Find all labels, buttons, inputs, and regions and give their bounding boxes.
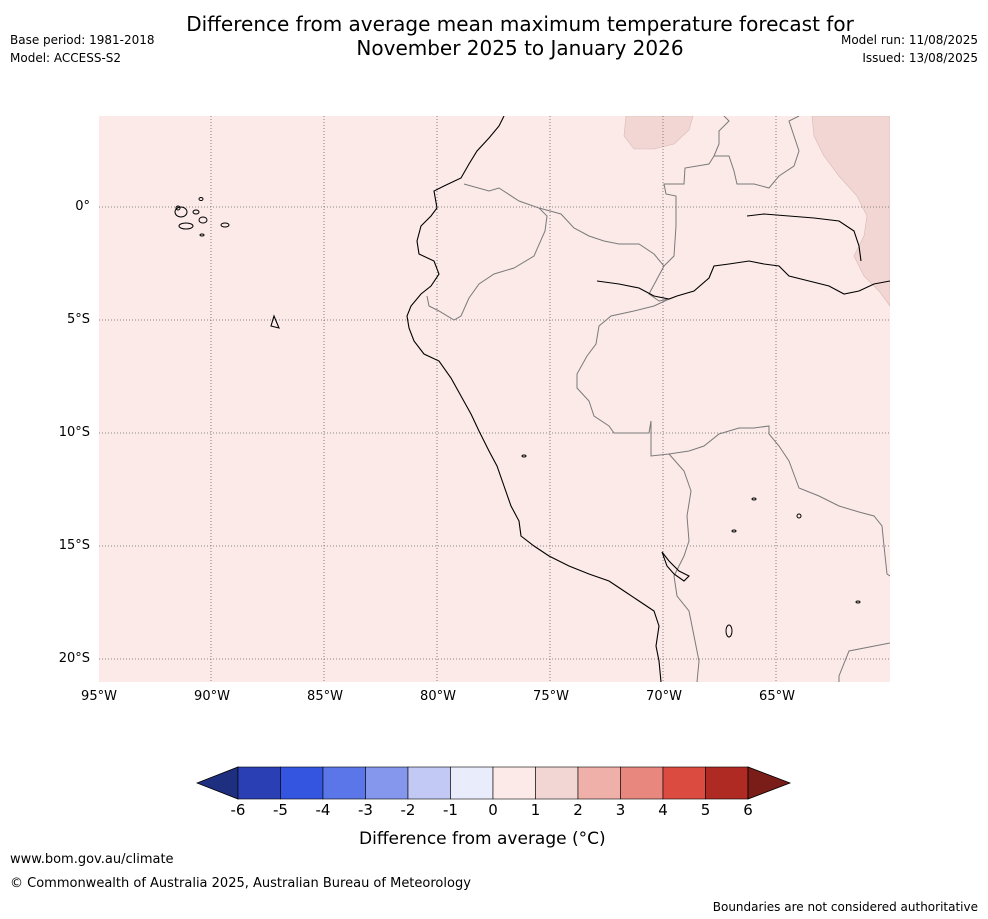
- base-period: Base period: 1981-2018: [10, 33, 155, 47]
- footer-disclaimer: Boundaries are not considered authoritat…: [712, 900, 978, 914]
- colorbar-cell: [322, 766, 366, 800]
- footer-copyright: © Commonwealth of Australia 2025, Austra…: [10, 876, 471, 891]
- colorbar-extend-high: [747, 766, 792, 800]
- lat-label: 20°S: [58, 651, 90, 666]
- gridlines: [99, 116, 890, 682]
- colorbar-tick-label: -5: [273, 801, 288, 819]
- colorbar-tick-label: 2: [573, 801, 583, 819]
- colorbar-tick-label: 1: [530, 801, 541, 819]
- meta-right: Model run: 11/08/2025 Issued: 13/08/2025: [841, 31, 978, 67]
- lon-label: 90°W: [194, 689, 230, 704]
- anomaly-background: [99, 116, 890, 682]
- lat-label: 15°S: [58, 538, 90, 553]
- model-name: Model: ACCESS-S2: [10, 51, 122, 65]
- warmer-patch: [623, 116, 694, 150]
- footer-url: www.bom.gov.au/climate: [10, 852, 174, 867]
- lat-label: 0°: [75, 199, 90, 214]
- colorbar-cell: [620, 766, 664, 800]
- colorbar-cell: [450, 766, 494, 800]
- chart-title: Difference from average mean maximum tem…: [140, 12, 900, 60]
- country-borders: [426, 116, 890, 682]
- colorbar-label: Difference from average (°C): [359, 829, 606, 849]
- colorbar-cell: [577, 766, 621, 800]
- colorbar-cell: [237, 766, 281, 800]
- colorbar: [196, 766, 792, 800]
- colorbar-tick-label: -6: [230, 801, 246, 819]
- lon-label: 70°W: [646, 689, 682, 704]
- colorbar-tick-label: 3: [615, 801, 626, 819]
- forecast-map: [99, 116, 890, 682]
- colorbar-tick-label: 5: [700, 801, 711, 819]
- colorbar-tick-label: -3: [358, 801, 373, 819]
- title-line-1: Difference from average mean maximum tem…: [186, 12, 854, 36]
- colorbar-tick-label: -1: [443, 801, 458, 819]
- issued-date: Issued: 13/08/2025: [862, 51, 978, 65]
- meta-left: Base period: 1981-2018 Model: ACCESS-S2: [10, 31, 155, 67]
- lat-label: 10°S: [58, 425, 90, 440]
- colorbar-cell: [662, 766, 706, 800]
- colorbar-cell: [280, 766, 324, 800]
- colorbar-cell: [705, 766, 749, 800]
- galapagos-islands: [174, 197, 230, 237]
- model-run: Model run: 11/08/2025: [840, 33, 978, 47]
- warmer-patch: [811, 116, 890, 307]
- colorbar-cell: [492, 766, 536, 800]
- lat-label: 5°S: [66, 312, 90, 327]
- lakes: [521, 454, 861, 638]
- colorbar-tick-label: 6: [743, 801, 753, 819]
- lon-label: 65°W: [759, 689, 795, 704]
- lon-label: 85°W: [307, 689, 343, 704]
- colorbar-tick-label: 4: [658, 801, 668, 819]
- colorbar-cell: [407, 766, 451, 800]
- coastline: [270, 116, 890, 682]
- title-line-2: November 2025 to January 2026: [356, 36, 684, 60]
- colorbar-tick-label: 0: [488, 801, 498, 819]
- colorbar-cell: [535, 766, 579, 800]
- colorbar-extend-low: [196, 766, 239, 800]
- colorbar-tick-label: -4: [315, 801, 331, 819]
- lon-label: 95°W: [81, 689, 117, 704]
- colorbar-tick-label: -2: [400, 801, 416, 819]
- colorbar-cell: [365, 766, 409, 800]
- lon-label: 75°W: [533, 689, 569, 704]
- lon-label: 80°W: [420, 689, 456, 704]
